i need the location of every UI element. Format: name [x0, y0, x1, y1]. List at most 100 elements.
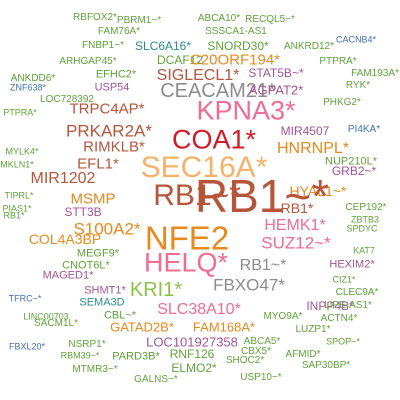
word: PTPRA*: [319, 56, 357, 67]
word: FBXO47*: [213, 275, 285, 295]
word: COL4A3BP: [28, 231, 102, 247]
word: SEMA3D: [79, 296, 125, 309]
word: SACM1L*: [34, 318, 78, 329]
word: FAM193A*: [351, 68, 399, 79]
word: SEC16A*: [140, 151, 268, 184]
word: RECQL5~*: [245, 14, 295, 25]
word: CBL~*: [103, 309, 137, 322]
word: EFL1*: [77, 155, 119, 173]
word: ZNF638*: [9, 82, 46, 93]
word: RB1~*: [239, 257, 287, 274]
word: SPOP~*: [326, 336, 360, 347]
word: EFHC2*: [95, 68, 137, 81]
word: CIZ1*: [332, 274, 356, 285]
word: SSSCA1-AS1: [205, 26, 267, 37]
word: RIMKLB*: [83, 138, 145, 156]
word: MSMP: [70, 190, 116, 208]
word: NUP210L*: [325, 155, 377, 168]
word: USP10~*: [240, 372, 282, 383]
word: ACTN4*: [320, 313, 358, 324]
word: ZBTB3: [350, 214, 379, 225]
word: KPNA3*: [196, 95, 296, 126]
word: PARD3B*: [112, 350, 160, 363]
word: INPP4B*: [306, 299, 354, 313]
word: ABCA5*: [243, 336, 281, 347]
word: AFMID*: [285, 349, 321, 360]
word: SAP30BP*: [301, 360, 351, 371]
word: RBFOX2*: [73, 12, 117, 23]
word: LINC00703: [23, 311, 69, 322]
word: SHMT1*: [84, 284, 126, 297]
word: PI4KA*: [347, 124, 381, 135]
word: PTPRA*: [3, 107, 37, 118]
word: GATAD2B*: [110, 319, 174, 335]
word: CNOT6L*: [62, 259, 110, 272]
word: FAM76A*: [97, 26, 141, 37]
word: ELMO2*: [171, 361, 217, 375]
word: FAM168A*: [192, 319, 256, 335]
word: LOC728392: [40, 94, 94, 105]
word: RBM39~*: [60, 350, 100, 361]
word: TFRC~*: [8, 293, 42, 304]
word: SPDYC: [346, 223, 378, 234]
word: CLEC9A*: [335, 287, 379, 298]
word: CACNB4*: [335, 34, 376, 45]
word: HEMK1*: [264, 217, 326, 234]
word: S100A2*: [73, 219, 141, 239]
word: SLC38A10*: [157, 301, 241, 318]
word: ANKRD12*: [283, 41, 335, 52]
word: HELQ*: [143, 247, 229, 278]
word: RB1*: [3, 210, 25, 221]
word: STT3B: [64, 205, 102, 219]
word: SIGLECL1*: [156, 67, 240, 84]
word: MKLN1*: [0, 159, 34, 170]
word: MYLK4*: [5, 146, 39, 157]
word: ANKDD6*: [10, 73, 56, 84]
word: ABCA10*: [197, 13, 241, 24]
word: KAT7: [353, 245, 375, 256]
word: MYO9A*: [263, 311, 303, 322]
word: GALNS~*: [134, 374, 178, 385]
word: TRPC4AP*: [69, 100, 145, 118]
word: CBX5*: [240, 346, 271, 357]
word: NFE2: [144, 219, 230, 257]
word: HEXIM2*: [329, 258, 375, 271]
word: SHOC2*: [225, 355, 265, 366]
word: MIR1202: [30, 170, 96, 187]
word: RB1*: [280, 200, 314, 216]
word: CEACAM21*: [160, 80, 276, 102]
word: COA1*: [171, 124, 257, 155]
word: STAT5B~*: [248, 66, 304, 80]
word: MIR4507: [280, 124, 330, 138]
word: RB1~*: [153, 179, 241, 212]
word: RYK*: [345, 80, 371, 91]
word: TIPRL*: [4, 190, 34, 201]
word: SUZ12~*: [261, 233, 331, 253]
word: NSRP1*: [68, 339, 106, 350]
word: AGPAT2*: [248, 82, 304, 98]
word: PIAS1*: [2, 203, 32, 214]
word: RB1~*: [194, 170, 330, 222]
word: DCAF12: [156, 53, 203, 67]
word: FBXL20*: [8, 341, 46, 352]
word: SLC6A16*: [134, 39, 192, 53]
word: MEGF9*: [76, 247, 120, 260]
word: PBRM1~*: [116, 15, 162, 26]
word: HYAL1~*: [289, 183, 347, 199]
word: RNF126: [169, 347, 215, 361]
word: LUZP1*: [295, 324, 331, 335]
word: MAGED1*: [42, 269, 94, 282]
word: LOC101927358: [146, 334, 238, 350]
word: LIPE-AS1*: [324, 300, 372, 311]
word: FNBP1~*: [82, 40, 124, 51]
word: GRB2~*: [331, 164, 377, 178]
word: HNRNPL*: [276, 140, 349, 157]
word: PHKG2*: [323, 97, 361, 108]
word: C20ORF194*: [189, 51, 281, 69]
word: MTMR3~*: [72, 364, 118, 375]
word: USP54: [94, 81, 130, 94]
word: SNORD30*: [207, 39, 269, 53]
word: PRKAR2A*: [66, 121, 152, 141]
word: KRI1*: [129, 279, 183, 301]
